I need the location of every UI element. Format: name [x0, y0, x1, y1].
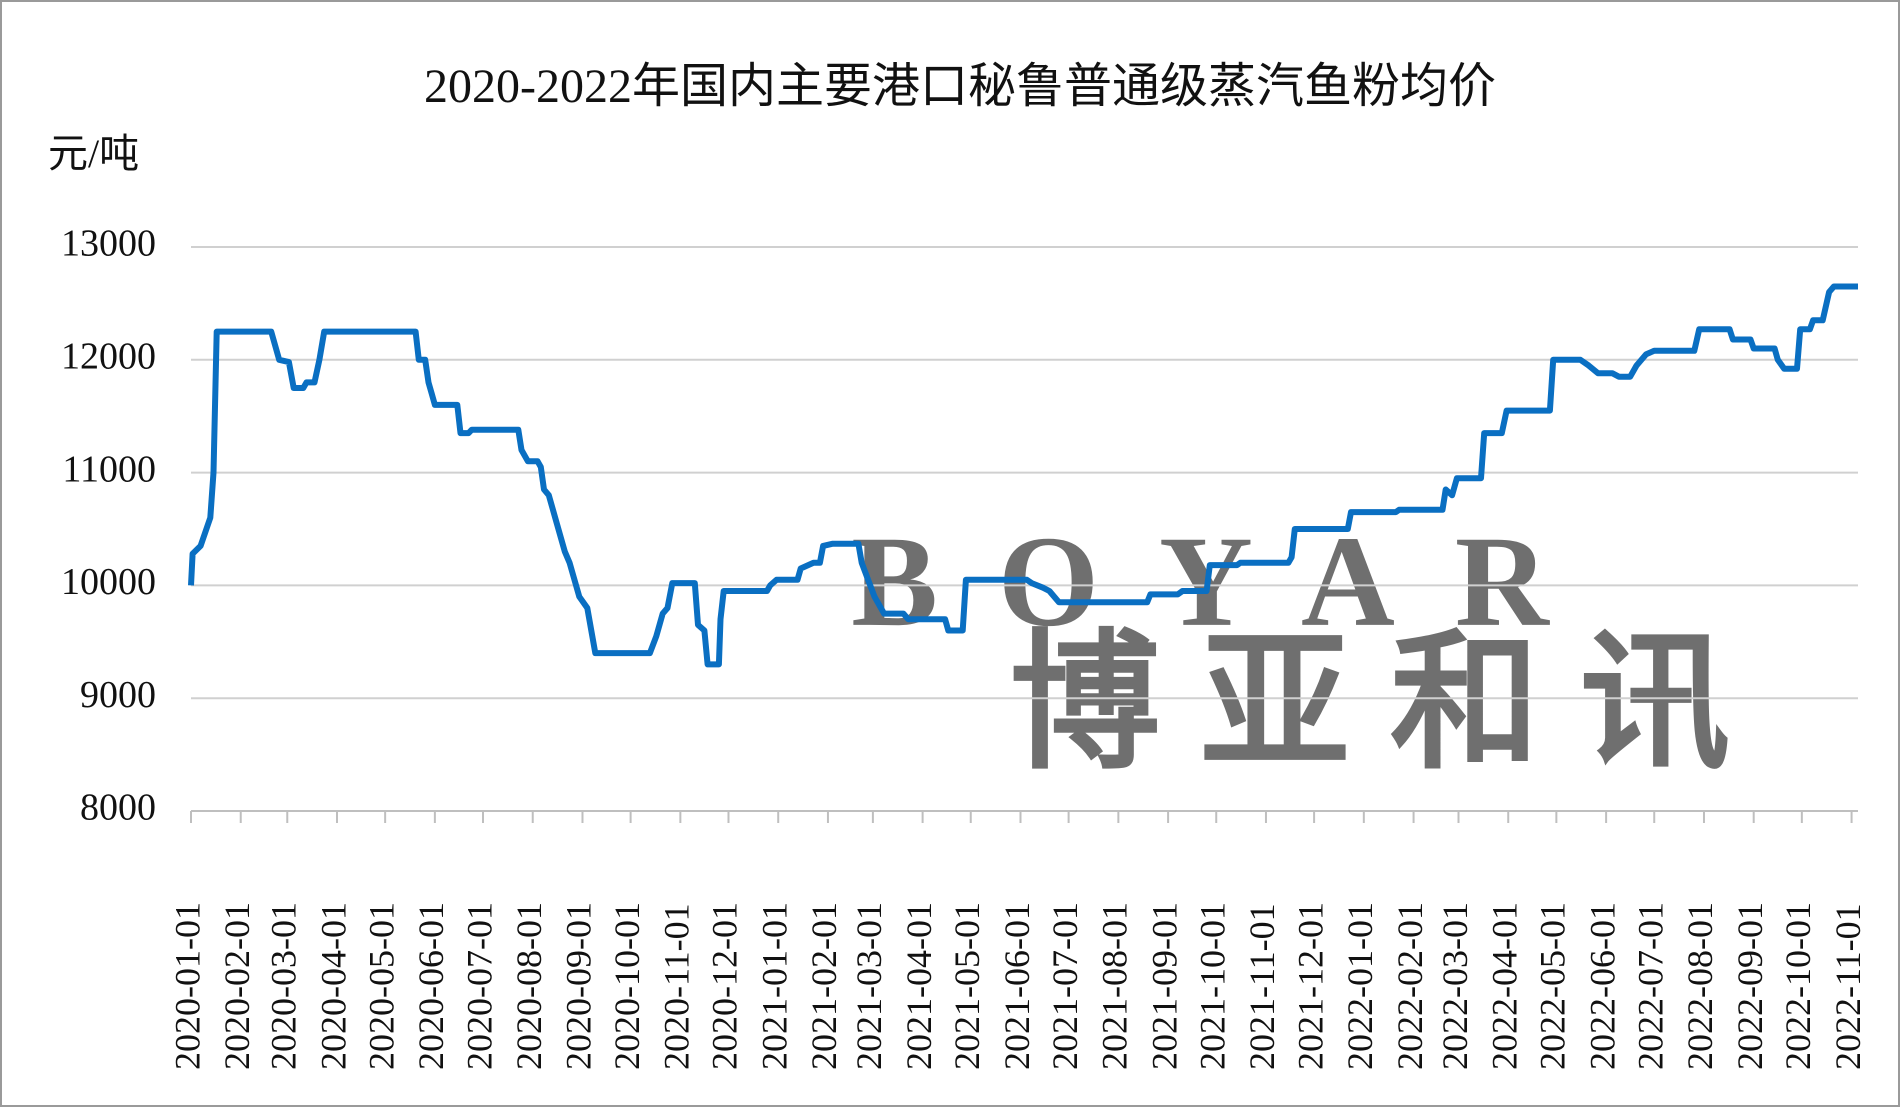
x-tick-label: 2022-07-01	[1631, 902, 1671, 1070]
x-tick-label: 2021-07-01	[1045, 902, 1085, 1070]
x-tick-label: 2021-06-01	[997, 902, 1037, 1070]
x-tick-label: 2021-03-01	[849, 902, 889, 1070]
x-tick-label: 2020-04-01	[313, 902, 353, 1070]
x-tick-label: 2021-01-01	[754, 902, 794, 1070]
x-tick-label: 2021-09-01	[1144, 902, 1184, 1070]
x-tick-label: 2022-01-01	[1340, 902, 1380, 1070]
x-tick-label: 2022-10-01	[1778, 902, 1818, 1070]
y-tick-label: 13000	[61, 223, 156, 265]
x-tick-label: 2020-12-01	[705, 902, 745, 1070]
y-tick-label: 10000	[61, 561, 156, 603]
x-tick-label: 2022-09-01	[1730, 902, 1770, 1070]
x-tick-label: 2021-02-01	[804, 902, 844, 1070]
y-tick-label: 9000	[80, 674, 156, 716]
x-tick-label: 2020-07-01	[459, 902, 499, 1070]
x-tick-label: 2020-09-01	[559, 902, 599, 1070]
x-tick-label: 2021-11-01	[1242, 903, 1282, 1070]
y-tick-label: 12000	[61, 336, 156, 378]
x-tick-label: 2020-05-01	[361, 902, 401, 1070]
x-tick-label: 2022-11-01	[1828, 903, 1868, 1070]
x-tick-label: 2021-04-01	[899, 902, 939, 1070]
x-tick-label: 2020-06-01	[411, 902, 451, 1070]
y-axis-label: 元/吨	[48, 131, 139, 176]
x-tick-label: 2022-05-01	[1533, 902, 1573, 1070]
x-tick-label: 2020-03-01	[264, 902, 304, 1070]
x-tick-label: 2020-01-01	[167, 902, 207, 1070]
x-tick-label: 2022-03-01	[1435, 902, 1475, 1070]
x-tick-label: 2022-02-01	[1390, 902, 1430, 1070]
x-tick-label: 2021-05-01	[947, 902, 987, 1070]
x-tick-label: 2022-06-01	[1582, 902, 1622, 1070]
x-tick-label: 2021-12-01	[1290, 902, 1330, 1070]
y-tick-label: 8000	[80, 787, 156, 829]
x-tick-label: 2020-10-01	[607, 902, 647, 1070]
data-line	[188, 283, 1858, 668]
x-tick-label: 2020-02-01	[217, 902, 257, 1070]
x-tick-label: 2021-08-01	[1095, 902, 1135, 1070]
x-tick-label: 2021-10-01	[1192, 902, 1232, 1070]
y-tick-label: 11000	[62, 448, 156, 490]
x-tick-label: 2020-08-01	[509, 902, 549, 1070]
x-tick-label: 2022-04-01	[1485, 902, 1525, 1070]
x-tick-label: 2022-08-01	[1680, 902, 1720, 1070]
chart-title: 2020-2022年国内主要港口秘鲁普通级蒸汽鱼粉均价	[424, 60, 1496, 113]
watermark: 博亚和讯	[1010, 621, 1770, 787]
x-tick-label: 2020-11-01	[657, 903, 697, 1070]
